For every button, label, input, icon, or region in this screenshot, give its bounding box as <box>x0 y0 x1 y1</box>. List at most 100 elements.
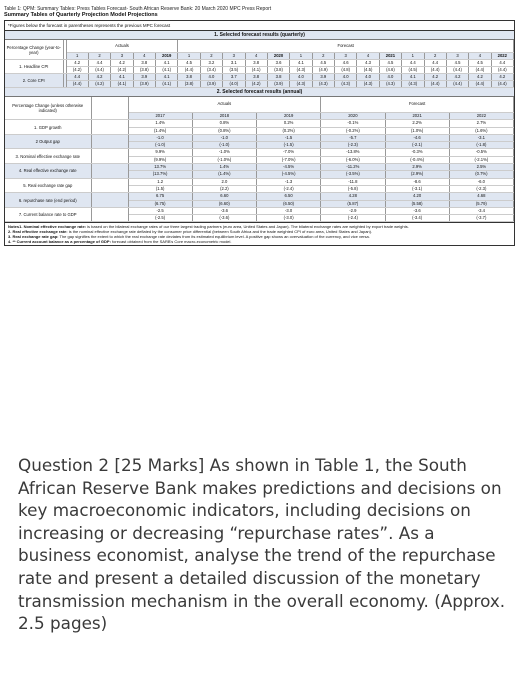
quarterly-spacer-cell <box>63 59 67 74</box>
quarterly-section-title: 1. Selected forecast results (quarterly) <box>5 31 514 40</box>
annual-year-header: 2019 <box>256 112 322 121</box>
annual-value-cell: 6.50 <box>256 192 322 201</box>
note-3-title: 3. Real exchange rate gap: <box>8 234 59 240</box>
table-title: Table 1: QPM: Summary Tables: Press Tabl… <box>4 6 272 12</box>
annual-row-previous: (1.4%) (0.8%) (0.2%) (-0.2%) (1.0%) (1.6%) <box>5 127 515 135</box>
quarterly-row: 1. Headline CPI 4.2 4.4 4.2 3.8 4.1 4.5 3.2 3.1 3… <box>5 59 515 74</box>
annual-value-cell: -0.3% <box>385 148 450 157</box>
annual-value-cell: 6.60 <box>192 192 258 201</box>
annual-value-cell: 4.20 <box>385 192 450 201</box>
note-1-title: 1. Nominal effective exchange rate: <box>19 224 87 230</box>
annual-year-header: 2020 <box>320 112 386 121</box>
quarterly-previous-cell: (3.9) <box>200 80 224 88</box>
annual-spacer-cell <box>91 119 129 135</box>
quarterly-row-previous: (4.4) (4.2) (4.1) (3.9) (4.1) (3.8) (3.9) (4.0)… <box>5 80 515 88</box>
forecast-note: *Figures below the forecast in parenthes… <box>5 21 514 31</box>
annual-spacer-cell <box>91 148 129 165</box>
quarterly-value-cell: 4.5 <box>468 59 492 67</box>
quarterly-value-cell: 4.1 <box>110 73 134 81</box>
quarterly-col-header-row: 1 2 3 4 2019 1 2 3 4 2020 1 2 3 4 2021 1 2 3 4 2022 <box>5 52 515 60</box>
quarterly-previous-cell: (4.4) <box>468 66 492 74</box>
annual-year-header: 2018 <box>192 112 258 121</box>
annual-row: 6. repurchase rate (end period) 6.75 6.60 6… <box>5 192 515 208</box>
annual-previous-cell: (-1.5) <box>256 141 322 150</box>
annual-previous-cell: (-3.5%) <box>320 170 386 179</box>
quarterly-value-cell: 4.4 <box>401 59 425 67</box>
quarterly-previous-cell: (4.2) <box>88 80 112 88</box>
notes-heading: Notes <box>8 224 20 230</box>
annual-previous-cell: (-5.8) <box>320 185 386 194</box>
quarterly-col-header: 3 <box>446 52 470 60</box>
annual-table: Percentage Change (unless otherwise indi… <box>5 97 515 223</box>
quarterly-col-header: 1 <box>177 52 201 60</box>
annual-value-cell: 2.9% <box>385 163 450 172</box>
annual-year-header-row: 2017 2018 2019 2020 2021 2022 <box>5 112 515 121</box>
annual-value-cell: 9.9% <box>128 148 193 157</box>
annual-row: 3. Nominal effective exchange rate 9.9% -1… <box>5 148 515 165</box>
quarterly-value-cell: 3.9 <box>133 73 157 81</box>
annual-spacer-cell <box>91 97 129 121</box>
table-notes: Notes1. Nominal effective exchange rate:… <box>5 222 514 245</box>
quarterly-value-cell: 4.0 <box>356 73 380 81</box>
annual-row-label: 4. Real effective exchange rate <box>5 163 92 179</box>
quarterly-value-cell: 4.0 <box>289 73 313 81</box>
quarterly-group-header-row: Percentage Change (year-to-year) Actuals F… <box>5 40 514 60</box>
annual-previous-cell: (-2.4) <box>320 214 386 223</box>
quarterly-row-label: 1. Headline CPI <box>5 59 64 74</box>
quarterly-value-cell: 4.5 <box>446 59 470 67</box>
quarterly-previous-cell: (4.5) <box>401 66 425 74</box>
annual-previous-cell: (-2.4) <box>256 185 322 194</box>
quarterly-previous-cell: (4.2) <box>66 66 89 74</box>
annual-previous-cell: (1.4%) <box>128 127 193 135</box>
quarterly-col-header: 2022 <box>491 52 515 60</box>
annual-previous-cell: (1.6%) <box>449 127 515 135</box>
annual-row-previous: (-2.5) (-3.6) (-3.0) (-2.4) (-3.4) (-3.7) <box>5 214 515 223</box>
annual-row: 2 Output gap -1.0 -1.0 -1.5 -5.7 -4.6 -3.1 <box>5 134 515 150</box>
annual-previous-cell: (-3.0) <box>256 214 322 223</box>
annual-year-header: 2022 <box>449 112 515 121</box>
quarterly-value-cell: 4.4 <box>88 59 112 67</box>
quarterly-previous-cell: (4.4) <box>446 66 470 74</box>
annual-value-cell: -3.1 <box>449 134 515 143</box>
quarterly-col-header: 2020 <box>267 52 291 60</box>
annual-value-cell: -1.0 <box>128 134 193 143</box>
quarterly-previous-cell: (4.3) <box>356 80 380 88</box>
annual-previous-cell: (6.50) <box>256 200 322 208</box>
quarterly-value-cell: 4.4 <box>66 73 89 81</box>
quarterly-value-cell: 4.2 <box>468 73 492 81</box>
quarterly-previous-cell: (4.4) <box>491 66 515 74</box>
annual-spacer-cell <box>91 192 129 208</box>
annual-value-cell: -5.7 <box>320 134 386 143</box>
annual-previous-cell: (-3.1) <box>385 185 450 194</box>
quarterly-actuals-label: Actuals <box>66 40 179 53</box>
quarterly-value-cell: 3.1 <box>222 59 246 67</box>
note-4-text: forecast obtained from the SARB's Core m… <box>112 239 232 245</box>
quarterly-row-previous: (4.2) (4.4) (4.2) (3.8) (4.1) (4.4) (3.4) (3.5)… <box>5 66 515 74</box>
annual-previous-cell: (-0.4%) <box>385 156 450 165</box>
quarterly-value-cell: 4.4 <box>424 59 447 67</box>
annual-previous-cell: (5.58) <box>385 200 450 208</box>
note-1-text: is based on the bilateral exchange rates… <box>87 224 409 230</box>
annual-previous-cell: (2.2) <box>192 185 258 194</box>
quarterly-value-cell: 3.9 <box>312 73 336 81</box>
quarterly-previous-cell: (3.8) <box>177 80 201 88</box>
annual-previous-cell: (13.7%) <box>128 170 193 179</box>
quarterly-previous-cell: (4.4) <box>468 80 492 88</box>
quarterly-value-cell: 3.8 <box>133 59 157 67</box>
quarterly-value-cell: 4.0 <box>379 73 403 81</box>
annual-row-previous: (6.75) (6.60) (6.50) (5.87) (5.58) (5.79) <box>5 200 515 208</box>
annual-previous-cell: (6.60) <box>192 200 258 208</box>
quarterly-table: Percentage Change (year-to-year) Actuals F… <box>5 40 515 88</box>
annual-previous-cell: (-1.0%) <box>192 156 258 165</box>
annual-row-label: 5. Real exchange rate gap <box>5 178 92 194</box>
annual-value-cell: -4.6 <box>385 134 450 143</box>
annual-spacer-cell <box>91 207 129 223</box>
annual-previous-cell: (-2.1) <box>385 141 450 150</box>
quarterly-previous-cell: (4.1) <box>155 66 179 74</box>
quarterly-previous-cell: (3.9) <box>133 80 157 88</box>
quarterly-row-label: 2. Core CPI <box>5 73 64 88</box>
annual-year-header: 2021 <box>385 112 450 121</box>
quarterly-value-cell: 3.8 <box>267 73 291 81</box>
quarterly-previous-cell: (4.2) <box>110 66 134 74</box>
quarterly-previous-cell: (3.5) <box>222 66 246 74</box>
